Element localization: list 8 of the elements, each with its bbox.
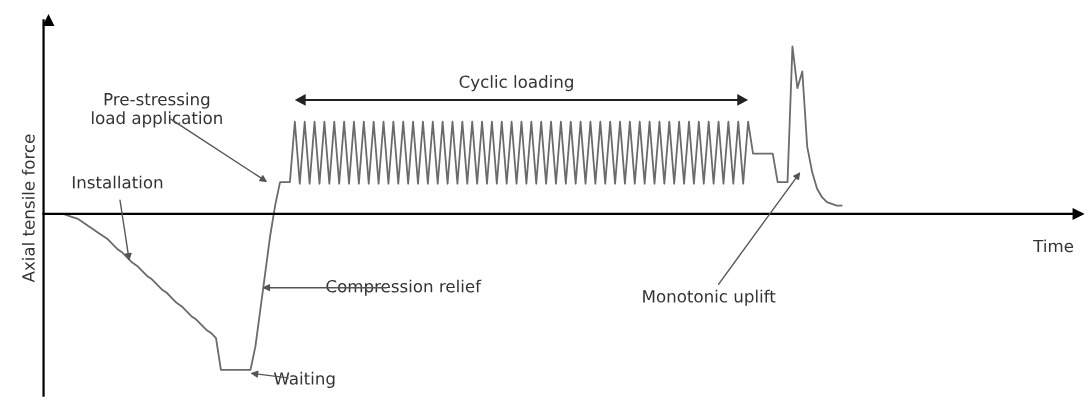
text: Time	[1033, 239, 1074, 253]
annotation: Cyclic loading	[459, 75, 573, 92]
annotation: Monotonic uplift	[643, 289, 776, 306]
text: Waiting	[273, 371, 335, 388]
annotation: Installation	[72, 175, 163, 189]
y-axis-title: Axial tensile force	[21, 134, 35, 283]
annotation: Compression relief	[326, 279, 482, 296]
annotation: Pre-stressing load application	[92, 92, 222, 128]
